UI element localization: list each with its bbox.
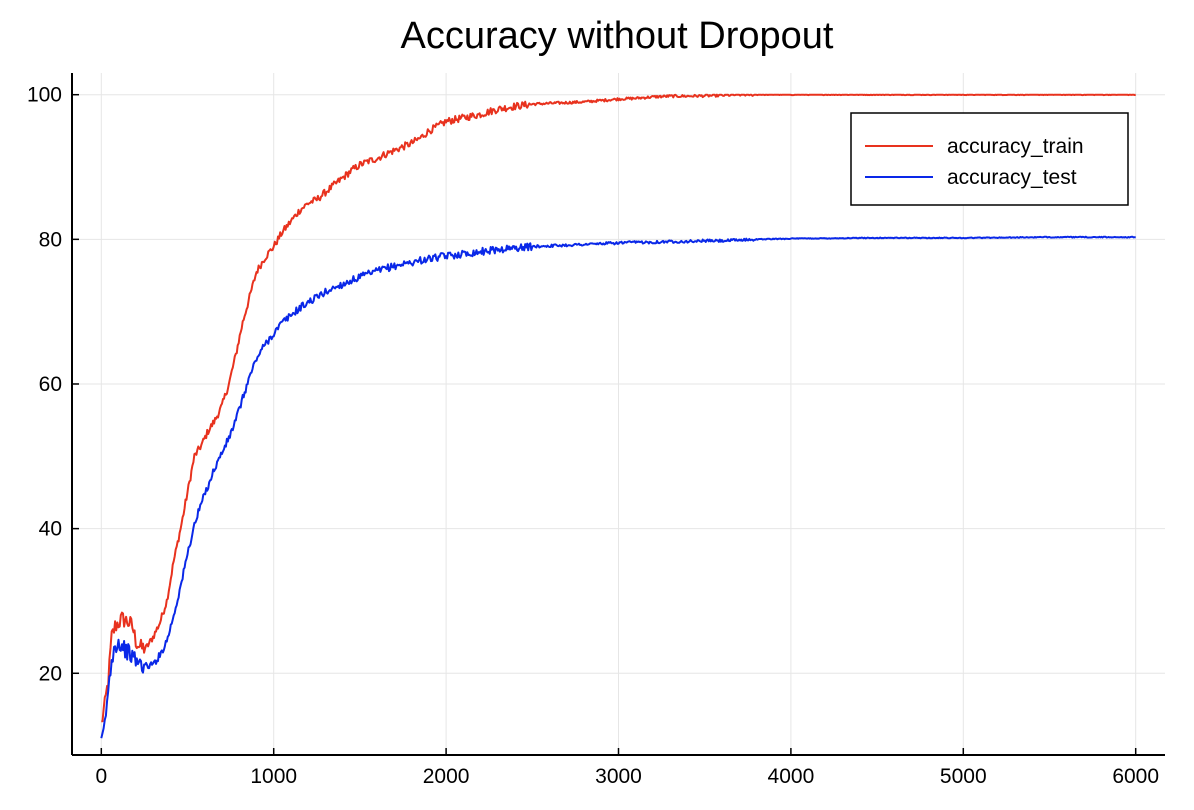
- x-tick-label: 4000: [768, 765, 815, 788]
- chart-title: Accuracy without Dropout: [401, 15, 834, 57]
- x-tick-label: 2000: [423, 765, 470, 788]
- grid: [72, 73, 1165, 755]
- x-tick-label: 1000: [250, 765, 297, 788]
- x-tick-label: 0: [95, 765, 107, 788]
- legend: accuracy_train accuracy_test: [850, 112, 1129, 206]
- series-line-accuracy-test: [100, 235, 1136, 739]
- axes: 0 1000 2000 3000 4000 5000 6000 20 40 60 80 100: [27, 73, 1165, 788]
- y-tick-label: 40: [39, 518, 62, 541]
- x-tick-label: 5000: [940, 765, 987, 788]
- legend-label-accuracy-test: accuracy_test: [947, 166, 1077, 189]
- y-tick-label: 100: [27, 84, 62, 107]
- legend-label-accuracy-train: accuracy_train: [947, 135, 1084, 158]
- y-tick-label: 60: [39, 373, 62, 396]
- x-tick-label: 6000: [1112, 765, 1159, 788]
- series-layer: [100, 93, 1136, 739]
- series-line-accuracy-train: [101, 93, 1136, 723]
- y-tick-label: 20: [39, 662, 62, 685]
- y-tick-label: 80: [39, 228, 62, 251]
- x-tick-label: 3000: [595, 765, 642, 788]
- legend-box: [850, 112, 1129, 206]
